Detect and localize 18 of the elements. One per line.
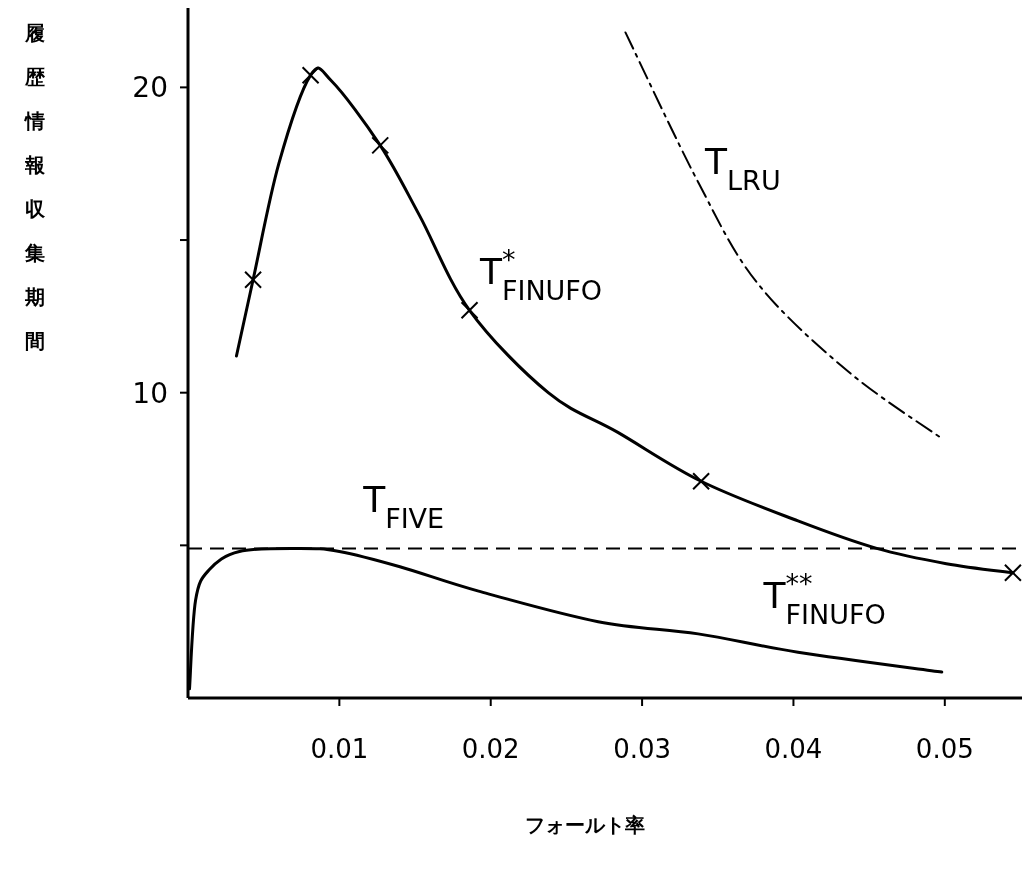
y-tick-label: 10 <box>132 376 168 410</box>
y-axis-title: 履歴情報収集期間 <box>23 21 46 353</box>
point <box>371 136 390 155</box>
point <box>460 301 479 320</box>
point <box>244 270 263 289</box>
point <box>692 472 711 491</box>
x-tick-label: 0.01 <box>310 734 369 764</box>
point <box>1003 563 1022 582</box>
x-tick-label: 0.03 <box>613 734 672 764</box>
x-tick-label: 0.05 <box>915 734 974 764</box>
annotation: T$_{FIVE}$ <box>362 478 445 534</box>
x-axis-title: フォールト率 <box>525 813 645 837</box>
y-tick-label: 20 <box>132 71 168 105</box>
point <box>301 66 320 85</box>
annotation: T$_{LRU}$ <box>704 140 781 196</box>
x-tick-label: 0.04 <box>764 734 823 764</box>
line-series <box>624 31 943 440</box>
x-tick-label: 0.02 <box>461 734 520 764</box>
